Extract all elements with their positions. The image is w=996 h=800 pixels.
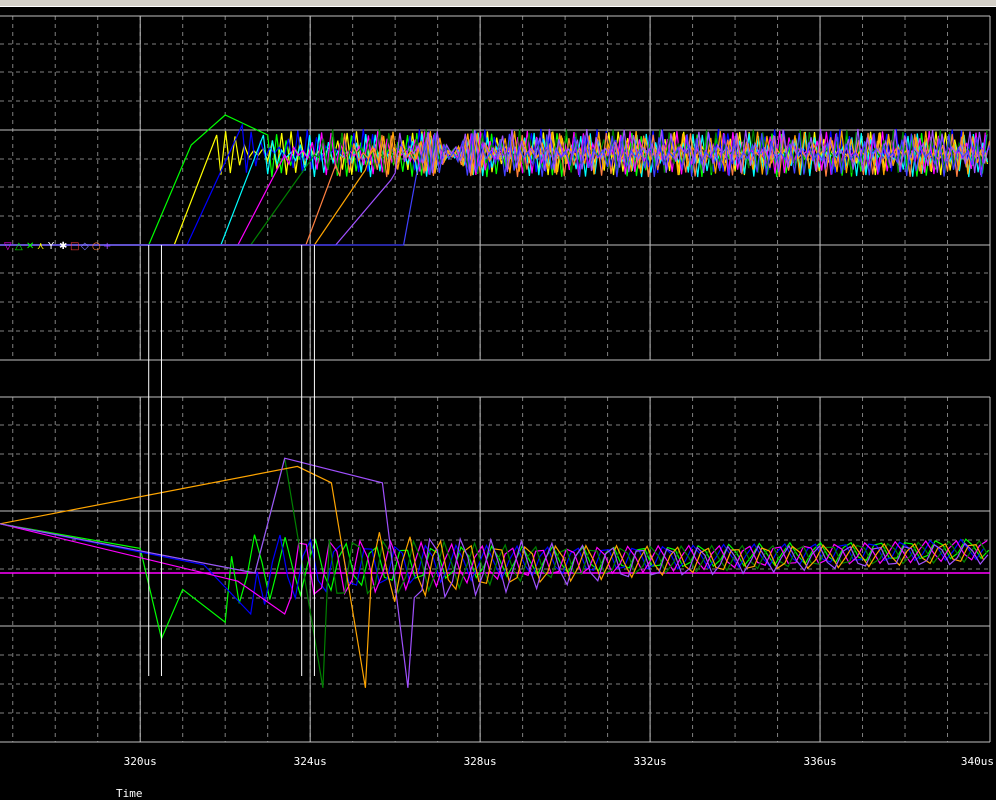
trace-bottom-2: [0, 523, 985, 616]
trace-marker-9: ○: [92, 241, 101, 252]
top-panel-traces: ▽ △ ✕ ⋏ Y ✱ □ ◇ ○ +: [0, 114, 991, 252]
trace-bottom-5: [0, 465, 985, 688]
x-tick-label: 328us: [464, 755, 497, 768]
x-tick-label: 324us: [294, 755, 327, 768]
measurement-cursors[interactable]: [148, 245, 315, 676]
trace-marker-1: ▽: [4, 241, 12, 252]
window-frame-edge: [0, 6, 996, 7]
trace-top-10: [0, 132, 987, 246]
bottom-panel-grid: [0, 396, 991, 743]
trace-marker-10: +: [103, 241, 111, 252]
bottom-panel-traces: [0, 457, 990, 688]
trace-bottom-4: [0, 458, 988, 688]
trace-marker-3: ✕: [26, 241, 34, 252]
trace-marker-4: ⋏: [37, 241, 44, 252]
trace-marker-5: Y: [47, 241, 55, 252]
x-tick-label: 332us: [634, 755, 667, 768]
trace-marker-8: ◇: [81, 241, 89, 252]
trace-bottom-3: [0, 523, 988, 615]
trace-top-3: [0, 122, 991, 246]
x-tick-label: 336us: [803, 755, 836, 768]
x-tick-label: 320us: [124, 755, 157, 768]
x-axis-title: Time: [116, 787, 143, 800]
trace-marker-6: ✱: [59, 241, 67, 252]
x-tick-label: 340us: [961, 755, 994, 768]
x-axis-ticks: 320us 324us 328us 332us 336us 340us: [124, 755, 994, 768]
trace-marker-2: △: [15, 241, 23, 252]
trace-bottom-6: [0, 457, 989, 688]
trace-marker-7: □: [70, 241, 79, 252]
window-frame: [0, 0, 996, 6]
